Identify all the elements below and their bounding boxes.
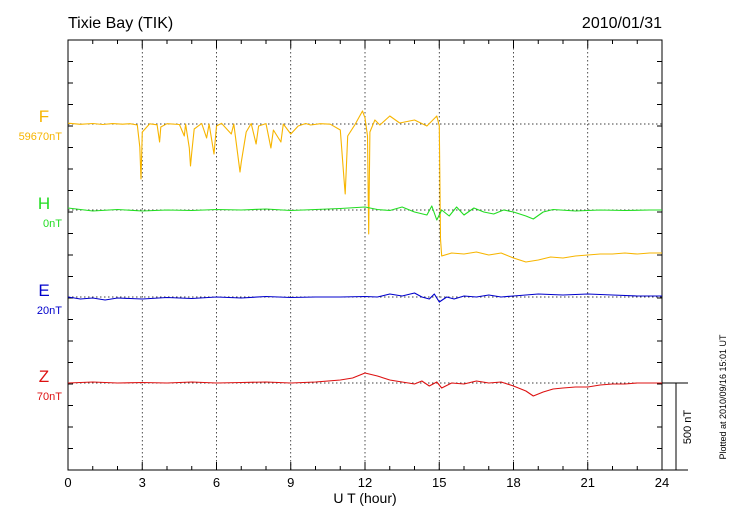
chart-title: Tixie Bay (TIK) [68,15,173,32]
x-tick-label: 24 [655,475,669,490]
scale-bar-label: 500 nT [682,410,694,445]
series-line-e [67,292,662,303]
x-tick-label: 12 [358,475,372,490]
x-tick-labels: 0 3 6 9 12 15 18 21 24 [64,475,669,490]
series-labels: F 59670nT H 0nT E 20nT Z 70nT [19,107,63,403]
scale-bar: 500 nT [662,382,694,471]
series-group [67,110,662,397]
plotted-note: Plotted at 2010/09/16 15:01 UT [718,334,728,460]
series-line-z [67,372,662,397]
series-baseline-f: 59670nT [19,131,63,143]
axis-ticks [67,40,663,470]
x-tick-label: 9 [287,475,294,490]
x-tick-label: 21 [581,475,595,490]
series-baseline-e: 20nT [37,305,62,317]
series-line-h [67,205,662,221]
grid-lines [68,40,662,470]
series-baseline-z: 70nT [37,391,62,403]
x-tick-label: 15 [432,475,446,490]
x-tick-label: 18 [506,475,520,490]
x-tick-label: 3 [139,475,146,490]
x-axis-label: U T (hour) [333,490,396,506]
chart-date: 2010/01/31 [582,15,662,32]
series-name-z: Z [39,367,49,386]
x-tick-label: 6 [213,475,220,490]
series-name-f: F [39,107,49,126]
series-name-e: E [38,281,49,300]
x-tick-label: 0 [64,475,71,490]
series-baseline-h: 0nT [43,218,62,230]
series-name-h: H [38,194,50,213]
series-line-f [67,110,662,263]
